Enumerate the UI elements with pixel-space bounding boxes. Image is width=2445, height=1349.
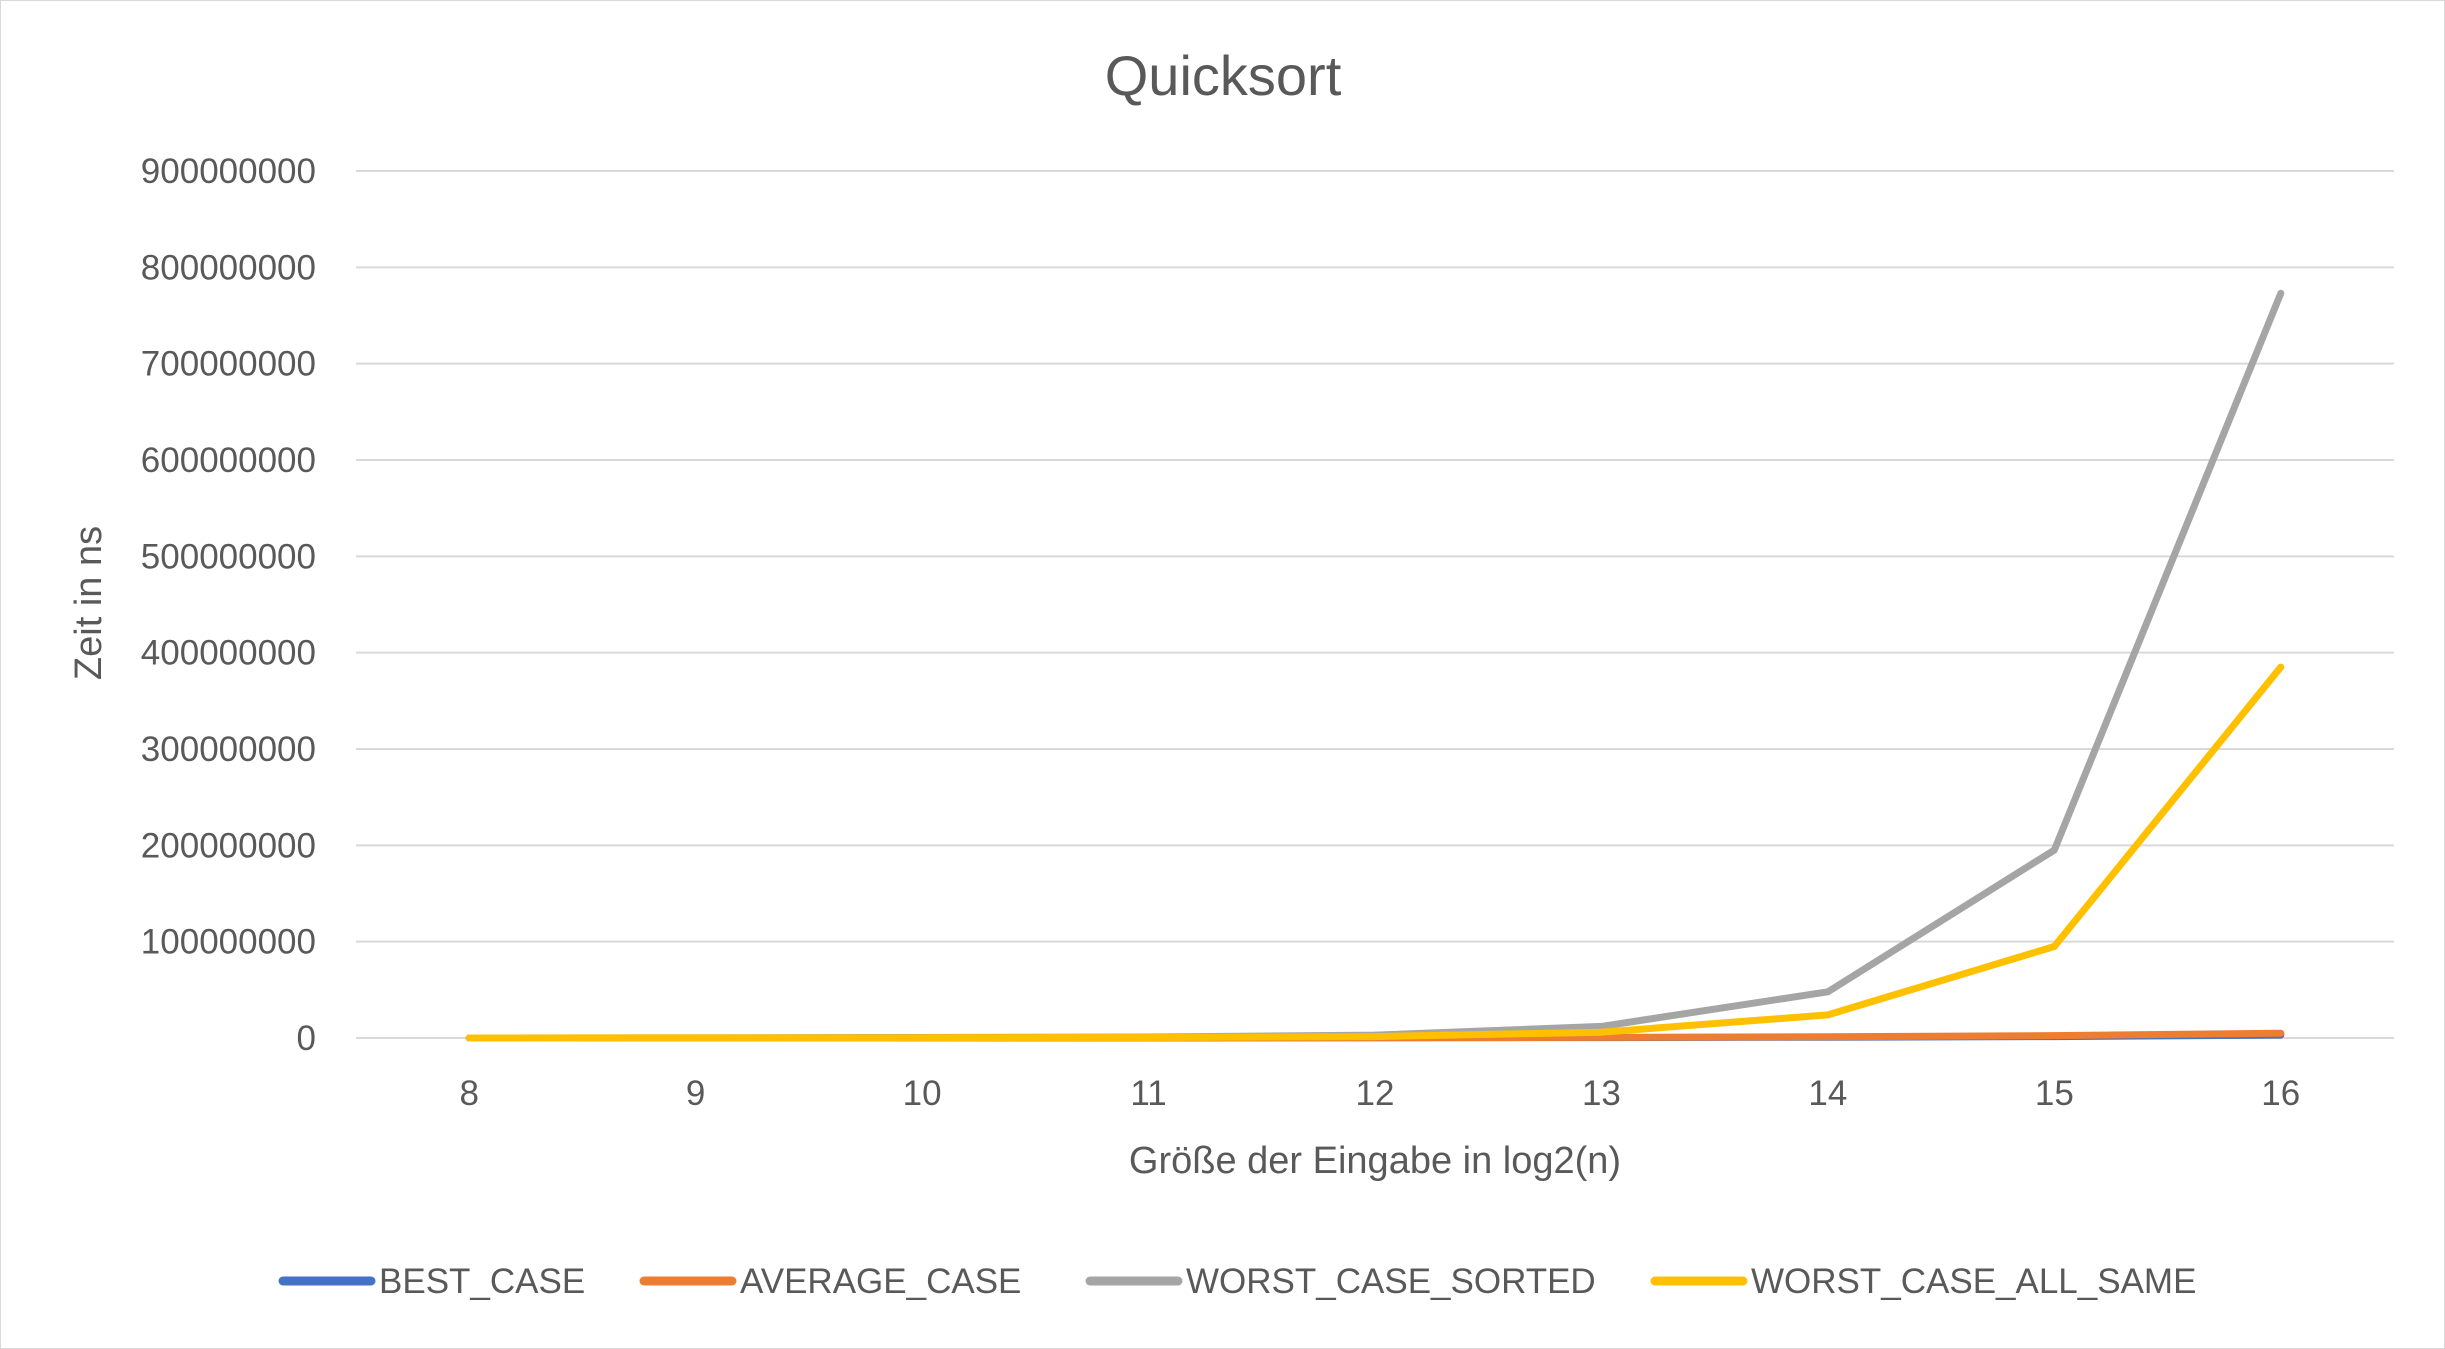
- series-line-worst-case-sorted: [465, 289, 2285, 1042]
- y-tick-label: 200000000: [141, 826, 316, 865]
- y-axis-ticks: 0 100000000 200000000 300000000 400000000 500…: [141, 152, 316, 1058]
- x-tick-label: 12: [1356, 1074, 1395, 1113]
- x-axis-title: Größe der Eingabe in log2(n): [1129, 1140, 1621, 1182]
- series-lines: [465, 289, 2285, 1042]
- x-tick-label: 15: [2035, 1074, 2074, 1113]
- x-tick-label: 13: [1582, 1074, 1621, 1113]
- x-tick-label: 16: [2261, 1074, 2300, 1113]
- y-tick-label: 300000000: [141, 730, 316, 769]
- y-tick-label: 500000000: [141, 537, 316, 576]
- x-tick-label: 14: [1808, 1074, 1847, 1113]
- chart-title: Quicksort: [1105, 44, 1342, 107]
- legend-label: BEST_CASE: [379, 1262, 585, 1301]
- y-tick-label: 600000000: [141, 441, 316, 480]
- y-tick-label: 800000000: [141, 248, 316, 287]
- y-tick-label: 900000000: [141, 152, 316, 191]
- x-tick-label: 10: [903, 1074, 942, 1113]
- gridlines: [356, 170, 2394, 1039]
- legend-label: WORST_CASE_SORTED: [1186, 1262, 1596, 1301]
- y-tick-label: 400000000: [141, 634, 316, 673]
- y-tick-label: 700000000: [141, 345, 316, 384]
- x-axis-ticks: 8 9 10 11 12 13 14 15 16: [459, 1074, 2300, 1113]
- series-line-worst-case-all-same: [465, 663, 2285, 1042]
- x-tick-label: 11: [1130, 1074, 1166, 1113]
- y-tick-label: 100000000: [141, 923, 316, 962]
- x-tick-label: 9: [686, 1074, 705, 1113]
- legend: BEST_CASE AVERAGE_CASE WORST_CASE_SORTED WO…: [278, 1262, 2196, 1301]
- legend-label: WORST_CASE_ALL_SAME: [1751, 1262, 2196, 1301]
- x-tick-label: 8: [459, 1074, 478, 1113]
- legend-label: AVERAGE_CASE: [740, 1262, 1021, 1301]
- y-axis-title: Zeit in ns: [68, 526, 110, 680]
- y-tick-label: 0: [297, 1019, 316, 1058]
